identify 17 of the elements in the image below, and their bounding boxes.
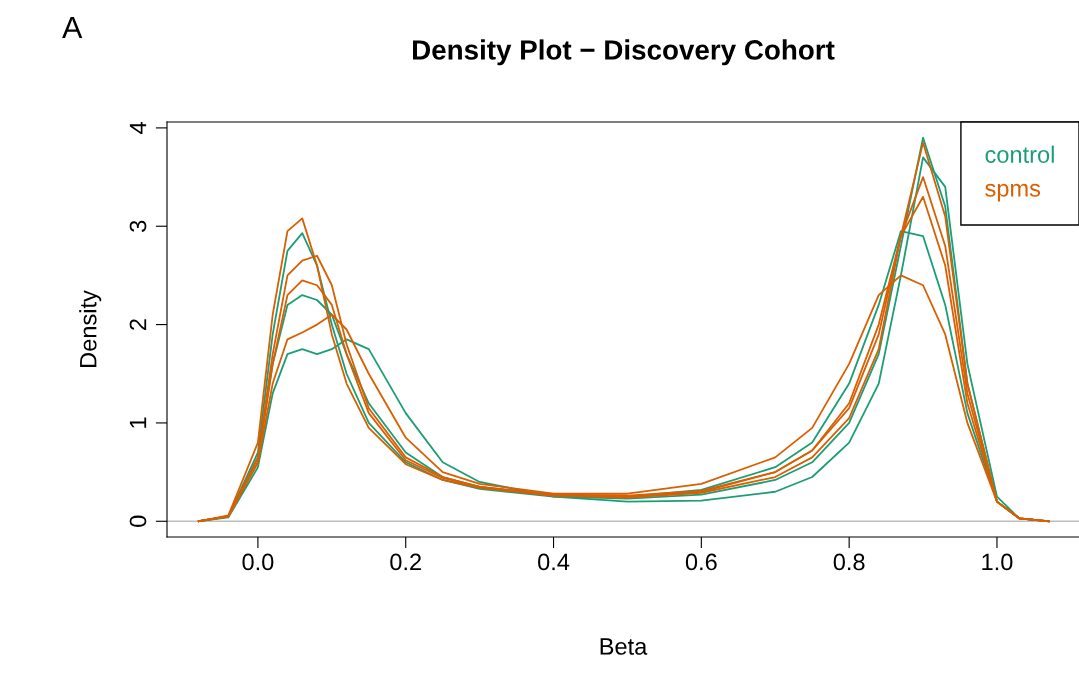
text: spms [985, 183, 1041, 202]
text: control [985, 145, 1054, 163]
x-tick-label: 0.6 [685, 553, 717, 571]
x-tick-label: 1.0 [982, 553, 1013, 571]
x-tick-label: 0.0 [242, 553, 274, 571]
text: A [62, 16, 83, 38]
y-tick-label: 2 [129, 319, 147, 330]
x-tick-label: 0.2 [390, 553, 421, 571]
y-axis-title: Density [79, 290, 102, 367]
chart-title: Density Plot − Discovery Cohort [413, 39, 835, 66]
y-tick-label: 3 [129, 220, 147, 232]
y-tick-label: 1 [129, 417, 147, 428]
y-tick-label: 0 [129, 515, 147, 527]
x-axis-title: Beta [600, 638, 648, 655]
x-tick-label: 0.4 [538, 553, 570, 571]
x-tick-label: 0.8 [833, 553, 865, 571]
y-tick-label: 4 [129, 122, 147, 134]
